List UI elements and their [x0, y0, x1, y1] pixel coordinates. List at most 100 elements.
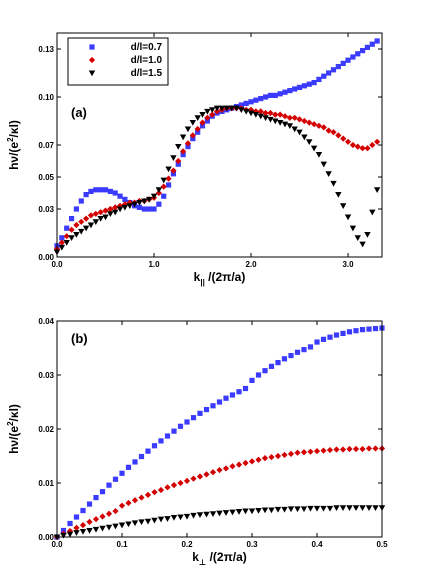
data-point-2-37	[294, 506, 301, 513]
data-point-0-2	[67, 520, 73, 527]
data-point-0-10	[119, 470, 125, 476]
data-point-1-25	[216, 466, 223, 474]
data-point-2-3	[68, 235, 75, 241]
data-point-2-35	[223, 105, 230, 112]
y-tick-label: 0.03	[38, 371, 54, 380]
panel-a-y-axis-label-sup: 2	[6, 137, 15, 142]
data-point-1-59	[340, 135, 347, 142]
data-point-2-57	[330, 180, 337, 187]
data-point-0-45	[346, 329, 353, 335]
data-point-2-18	[170, 515, 178, 521]
data-point-2-16	[157, 516, 165, 523]
data-point-1-24	[209, 469, 217, 476]
data-point-2-45	[272, 118, 279, 125]
data-point-1-63	[359, 145, 366, 152]
data-point-1-49	[372, 445, 379, 452]
legend-box	[67, 37, 169, 86]
data-point-0-36	[288, 352, 294, 359]
data-point-1-6	[83, 215, 90, 222]
data-point-2-54	[315, 152, 323, 158]
data-point-1-31	[255, 456, 262, 463]
data-point-0-10	[102, 187, 109, 193]
data-point-0-60	[345, 57, 351, 63]
data-point-0-9	[112, 476, 119, 482]
data-point-1-43	[333, 446, 340, 453]
data-point-2-64	[364, 232, 371, 238]
data-point-0-38	[238, 102, 244, 108]
data-point-1-52	[306, 119, 313, 126]
panel-a-x-axis-label: k|| /(2π/a)	[194, 270, 246, 287]
data-point-0-3	[68, 216, 75, 222]
data-point-2-47	[359, 505, 366, 512]
data-point-2-12	[131, 520, 139, 527]
data-point-0-1	[59, 235, 65, 241]
data-point-2-18	[141, 198, 148, 205]
data-point-2-21	[155, 187, 163, 193]
panel-b-plot-frame	[56, 320, 383, 538]
data-point-2-14	[144, 518, 152, 525]
data-point-1-65	[369, 141, 376, 149]
data-point-0-12	[112, 190, 118, 196]
data-point-0-27	[229, 392, 236, 398]
data-point-2-7	[87, 222, 95, 229]
data-point-0-24	[210, 403, 216, 409]
data-point-0-42	[258, 96, 264, 102]
data-point-0-52	[306, 81, 312, 87]
panel-b-y-axis-label: hν/(e2/κl)	[6, 404, 21, 454]
data-point-2-21	[190, 512, 197, 519]
data-point-2-19	[145, 196, 153, 203]
data-point-2-65	[369, 209, 376, 216]
data-point-1-46	[352, 445, 360, 453]
data-point-1-47	[281, 113, 289, 120]
data-point-2-28	[189, 120, 197, 126]
data-point-2-23	[165, 166, 172, 173]
panel-a-ticks: 0.0 1.0 2.0 3.0 0.00 0.03 0.05 0.07 0.10 0.13	[38, 33, 382, 269]
data-point-0-40	[248, 99, 254, 105]
data-point-0-49	[292, 86, 298, 92]
data-point-1-5	[86, 518, 93, 525]
data-point-2-19	[177, 514, 184, 521]
data-point-1-30	[199, 119, 206, 126]
data-point-1-27	[229, 463, 236, 470]
data-point-1-11	[107, 205, 114, 213]
data-point-0-19	[177, 423, 184, 429]
data-point-0-3	[73, 514, 80, 520]
panel-b-y-axis-label-pre: hν/(e	[7, 426, 21, 454]
data-point-0-23	[165, 182, 172, 188]
data-point-0-14	[122, 196, 128, 202]
data-point-0-7	[99, 489, 106, 495]
data-point-0-31	[255, 372, 262, 378]
data-point-2-22	[160, 177, 167, 184]
data-point-1-7	[99, 513, 106, 520]
data-point-0-64	[364, 44, 371, 50]
data-point-1-6	[92, 516, 100, 523]
legend-marker-0	[89, 44, 95, 50]
data-point-1-44	[339, 446, 347, 453]
data-point-2-60	[344, 214, 352, 221]
data-point-2-66	[373, 187, 381, 193]
panel-b-data-marks	[53, 325, 386, 541]
data-point-1-13	[138, 494, 145, 501]
data-point-0-66	[374, 38, 380, 44]
data-point-0-48	[287, 88, 293, 94]
data-point-0-5	[86, 501, 93, 507]
data-point-0-21	[156, 201, 162, 207]
data-point-1-45	[346, 445, 353, 453]
data-point-1-61	[349, 141, 356, 149]
data-point-2-17	[136, 200, 143, 206]
data-point-2-23	[203, 511, 210, 518]
data-point-2-48	[286, 123, 294, 129]
data-point-0-21	[190, 415, 197, 421]
data-point-1-37	[294, 449, 301, 456]
data-point-2-5	[78, 228, 85, 235]
legend-label-1: d/l=1.0	[131, 55, 163, 66]
data-point-2-32	[261, 507, 269, 514]
data-point-0-49	[372, 325, 379, 332]
data-point-0-15	[151, 443, 158, 449]
data-point-1-29	[242, 459, 249, 467]
data-point-0-5	[78, 198, 84, 204]
data-point-0-2	[64, 225, 70, 231]
data-point-0-13	[117, 193, 123, 199]
data-point-1-10	[118, 502, 126, 509]
y-tick-label: 0.13	[38, 45, 54, 54]
